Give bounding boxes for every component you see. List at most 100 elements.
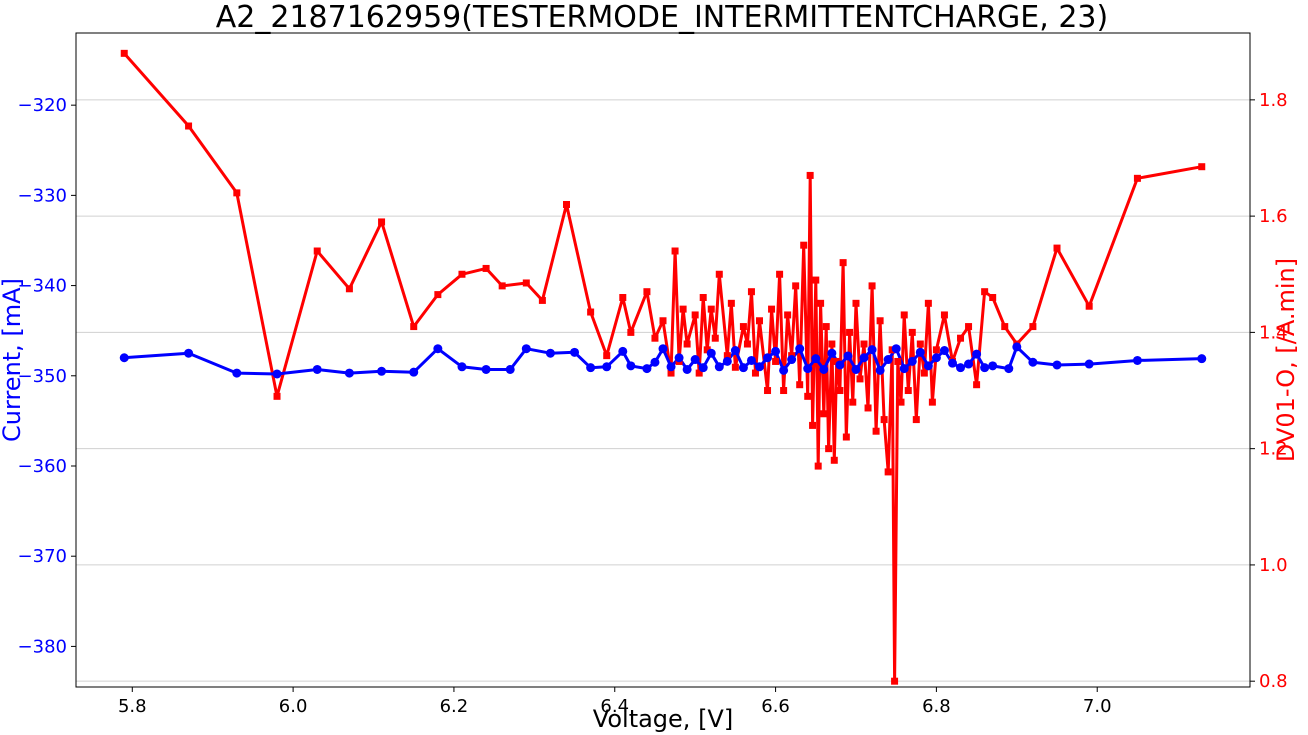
dv-point xyxy=(691,311,699,319)
current-point xyxy=(779,365,789,375)
current-point xyxy=(980,363,990,373)
dv-point xyxy=(852,299,860,307)
dv-point xyxy=(743,340,751,348)
dv-point xyxy=(900,311,908,319)
current-point xyxy=(570,347,580,357)
current-point xyxy=(923,361,933,371)
dv-point xyxy=(587,308,595,316)
dv-point xyxy=(825,445,833,453)
current-point xyxy=(771,346,781,356)
current-point xyxy=(698,363,708,373)
dv-point xyxy=(989,294,997,302)
current-point xyxy=(1052,360,1062,370)
current-point xyxy=(690,355,700,365)
dv-point xyxy=(932,346,940,354)
right-y-tick-label: 0.8 xyxy=(1259,671,1288,692)
dv-point xyxy=(776,270,784,278)
current-point xyxy=(706,348,716,358)
current-point xyxy=(344,368,354,378)
dv-point xyxy=(880,416,888,424)
current-point xyxy=(819,364,829,374)
dv-point xyxy=(671,247,679,255)
dv-point xyxy=(764,387,772,395)
current-point xyxy=(947,358,957,368)
current-point xyxy=(658,344,668,354)
dv-point xyxy=(667,369,675,377)
dv-point xyxy=(768,305,776,313)
dv-point xyxy=(920,369,928,377)
x-axis-label: Voltage, [V] xyxy=(593,705,733,733)
dv-point xyxy=(313,247,321,255)
left-y-axis-label: Current, [mA] xyxy=(0,278,26,442)
dv-point xyxy=(1133,174,1141,182)
right-y-axis-label: DV01-O, [/A.min] xyxy=(1272,258,1300,462)
current-point xyxy=(746,355,756,365)
current-point xyxy=(754,362,764,372)
dv-point xyxy=(812,276,820,284)
x-tick-label: 6.6 xyxy=(761,696,790,717)
x-axis-ticks: 5.8 6.0 6.2 6.4 6.6 6.8 7.0 xyxy=(118,687,1112,717)
current-point xyxy=(956,363,966,373)
dv-point xyxy=(345,285,353,293)
current-point xyxy=(907,356,917,366)
current-point xyxy=(931,353,941,363)
dv-point xyxy=(185,122,193,130)
right-y-tick-label: 1.2 xyxy=(1259,439,1288,460)
current-point xyxy=(883,355,893,365)
dv-point xyxy=(707,305,715,313)
current-point xyxy=(722,356,732,366)
x-tick-label: 6.8 xyxy=(922,696,951,717)
dv-point xyxy=(817,299,825,307)
chart-title: A2_2187162959(TESTERMODE_INTERMITTENTCHA… xyxy=(216,0,1108,35)
dv-point xyxy=(659,317,667,325)
dv-point xyxy=(751,369,759,377)
left-y-axis-ticks: −320 −330 −340 −350 −360 −370 −380 xyxy=(18,95,76,657)
current-point xyxy=(939,346,949,356)
grid-lines xyxy=(76,99,1250,682)
current-point xyxy=(827,348,837,358)
dv-point xyxy=(940,311,948,319)
current-point xyxy=(545,348,555,358)
dv-point xyxy=(828,340,836,348)
current-point xyxy=(682,364,692,374)
left-y-tick-label: −370 xyxy=(18,546,67,567)
dv-point xyxy=(822,323,830,331)
current-point xyxy=(232,368,242,378)
dv-series-line xyxy=(123,52,1203,683)
current-point xyxy=(891,344,901,354)
current-point xyxy=(763,353,773,363)
dv-point xyxy=(772,357,780,365)
dv-point xyxy=(703,346,711,354)
dv-point xyxy=(868,282,876,290)
dv-point xyxy=(458,270,466,278)
dv-point xyxy=(912,416,920,424)
current-point xyxy=(714,362,724,372)
current-point xyxy=(964,359,974,369)
x-tick-label: 6.0 xyxy=(279,696,308,717)
dv-point xyxy=(233,189,241,197)
dv-point xyxy=(872,427,880,435)
dv-point xyxy=(1029,323,1037,331)
dv-point xyxy=(780,387,788,395)
dv-point xyxy=(683,340,691,348)
dv-point xyxy=(864,404,872,412)
current-point xyxy=(1197,354,1207,364)
dv-point xyxy=(965,323,973,331)
right-y-tick-label: 1.8 xyxy=(1259,90,1288,111)
dv-point xyxy=(651,334,659,342)
dv-point xyxy=(836,387,844,395)
dv-point xyxy=(627,328,635,336)
current-point xyxy=(1028,357,1038,367)
current-point xyxy=(875,365,885,375)
dv-point xyxy=(1085,302,1093,310)
dv-point xyxy=(894,357,902,365)
dv-point xyxy=(1198,163,1206,171)
current-point xyxy=(867,345,877,355)
current-point xyxy=(988,361,998,371)
current-point xyxy=(602,362,612,372)
dv-point xyxy=(699,294,707,302)
dv-point xyxy=(806,171,814,179)
current-point xyxy=(481,364,491,374)
dv-point xyxy=(603,352,611,360)
current-point xyxy=(811,354,821,364)
